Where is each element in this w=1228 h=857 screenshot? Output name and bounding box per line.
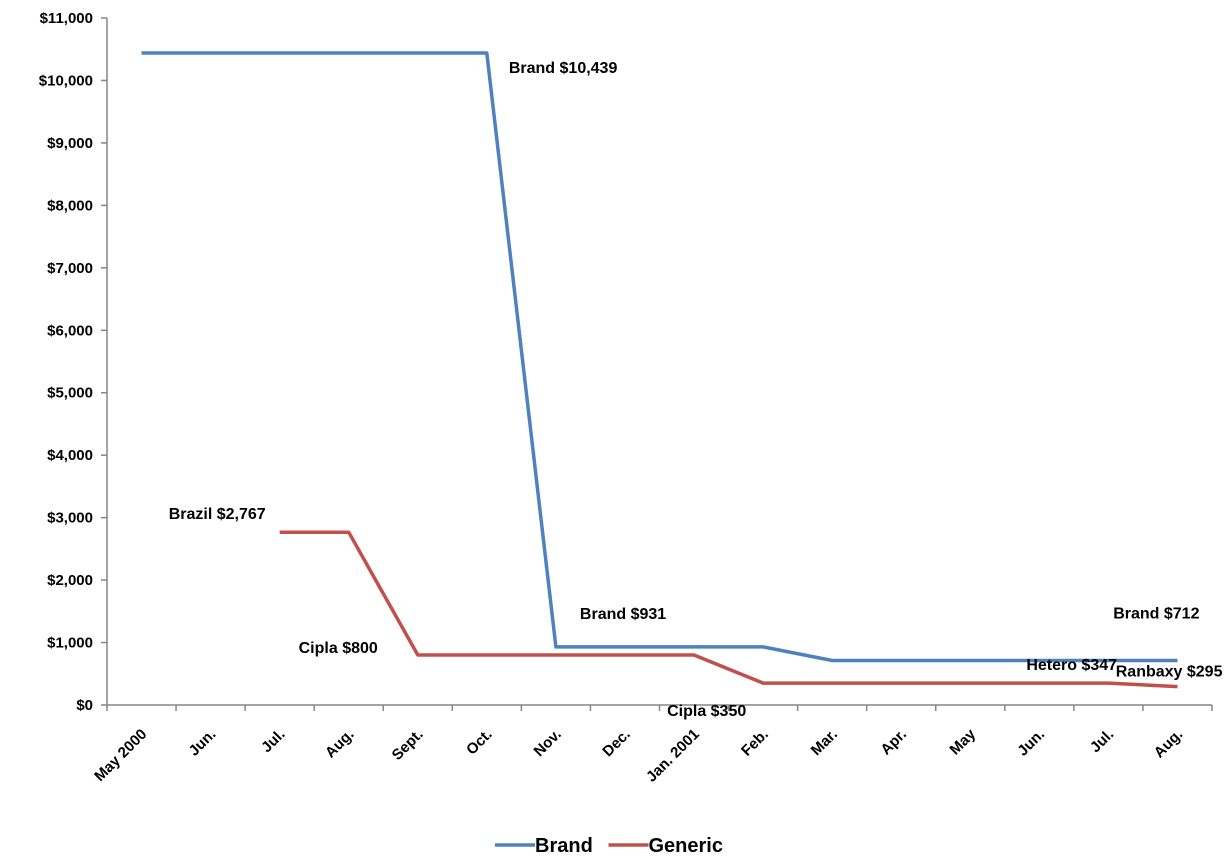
y-tick-label: $1,000 bbox=[47, 635, 93, 652]
x-tick-label: Nov. bbox=[531, 726, 565, 760]
x-tick-label: Jan. 2001 bbox=[643, 726, 703, 786]
series-lines bbox=[141, 51, 1178, 689]
data-label: Brand $931 bbox=[580, 606, 666, 623]
x-tick-label: Sept. bbox=[389, 726, 427, 764]
legend-label: Generic bbox=[649, 835, 723, 857]
x-tick-label: Feb. bbox=[738, 726, 772, 760]
data-label: Brand $10,439 bbox=[509, 60, 618, 77]
y-axis: $0 $1,000 $2,000 $3,000 $4,000 $5,000 $6,000 $7… bbox=[39, 10, 108, 714]
x-tick-label: May 2000 bbox=[91, 726, 150, 785]
data-label: Brazil $2,767 bbox=[169, 506, 266, 523]
data-annotations: Brand $10,439 Brazil $2,767 Cipla $800 Bran… bbox=[169, 60, 1223, 720]
y-tick-label: $10,000 bbox=[39, 72, 93, 89]
y-tick-label: $8,000 bbox=[47, 197, 93, 214]
y-tick-label: $5,000 bbox=[47, 385, 93, 402]
y-tick-label: $11,000 bbox=[40, 10, 93, 27]
y-tick-label: $2,000 bbox=[47, 572, 93, 589]
x-tick-label: Aug. bbox=[1151, 726, 1187, 762]
data-label: Cipla $800 bbox=[299, 640, 378, 657]
x-tick-label: Aug. bbox=[322, 726, 358, 762]
x-tick-label: Jul. bbox=[258, 726, 288, 756]
y-tick-label: $7,000 bbox=[47, 260, 93, 277]
x-tick-label: Jun. bbox=[186, 726, 220, 760]
y-tick-label: $0 bbox=[76, 697, 93, 714]
data-label: Brand $712 bbox=[1113, 606, 1199, 623]
data-label: Ranbaxy $295 bbox=[1116, 664, 1223, 681]
legend-label: Brand bbox=[535, 835, 593, 857]
data-label: Cipla $350 bbox=[667, 703, 746, 720]
x-tick-label: Apr. bbox=[877, 726, 910, 759]
x-axis: May 2000 Jun. Jul. Aug. Sept. Oct. Nov. Dec. Jan… bbox=[91, 704, 1213, 786]
x-tick-label: Jun. bbox=[1014, 726, 1048, 760]
y-tick-label: $3,000 bbox=[47, 510, 93, 527]
y-tick-label: $4,000 bbox=[47, 447, 93, 464]
y-tick-label: $9,000 bbox=[47, 135, 93, 152]
x-tick-label: Oct. bbox=[463, 726, 496, 759]
x-tick-label: Dec. bbox=[599, 726, 633, 760]
series-line-brand bbox=[141, 51, 1178, 663]
x-tick-label: Mar. bbox=[808, 726, 841, 759]
x-tick-label: May bbox=[946, 725, 979, 758]
y-tick-label: $6,000 bbox=[47, 322, 93, 339]
series-line-generic bbox=[279, 530, 1178, 689]
legend: Brand Generic bbox=[495, 835, 723, 857]
data-label: Hetero $347 bbox=[1026, 657, 1117, 674]
x-tick-label: Jul. bbox=[1087, 726, 1117, 756]
